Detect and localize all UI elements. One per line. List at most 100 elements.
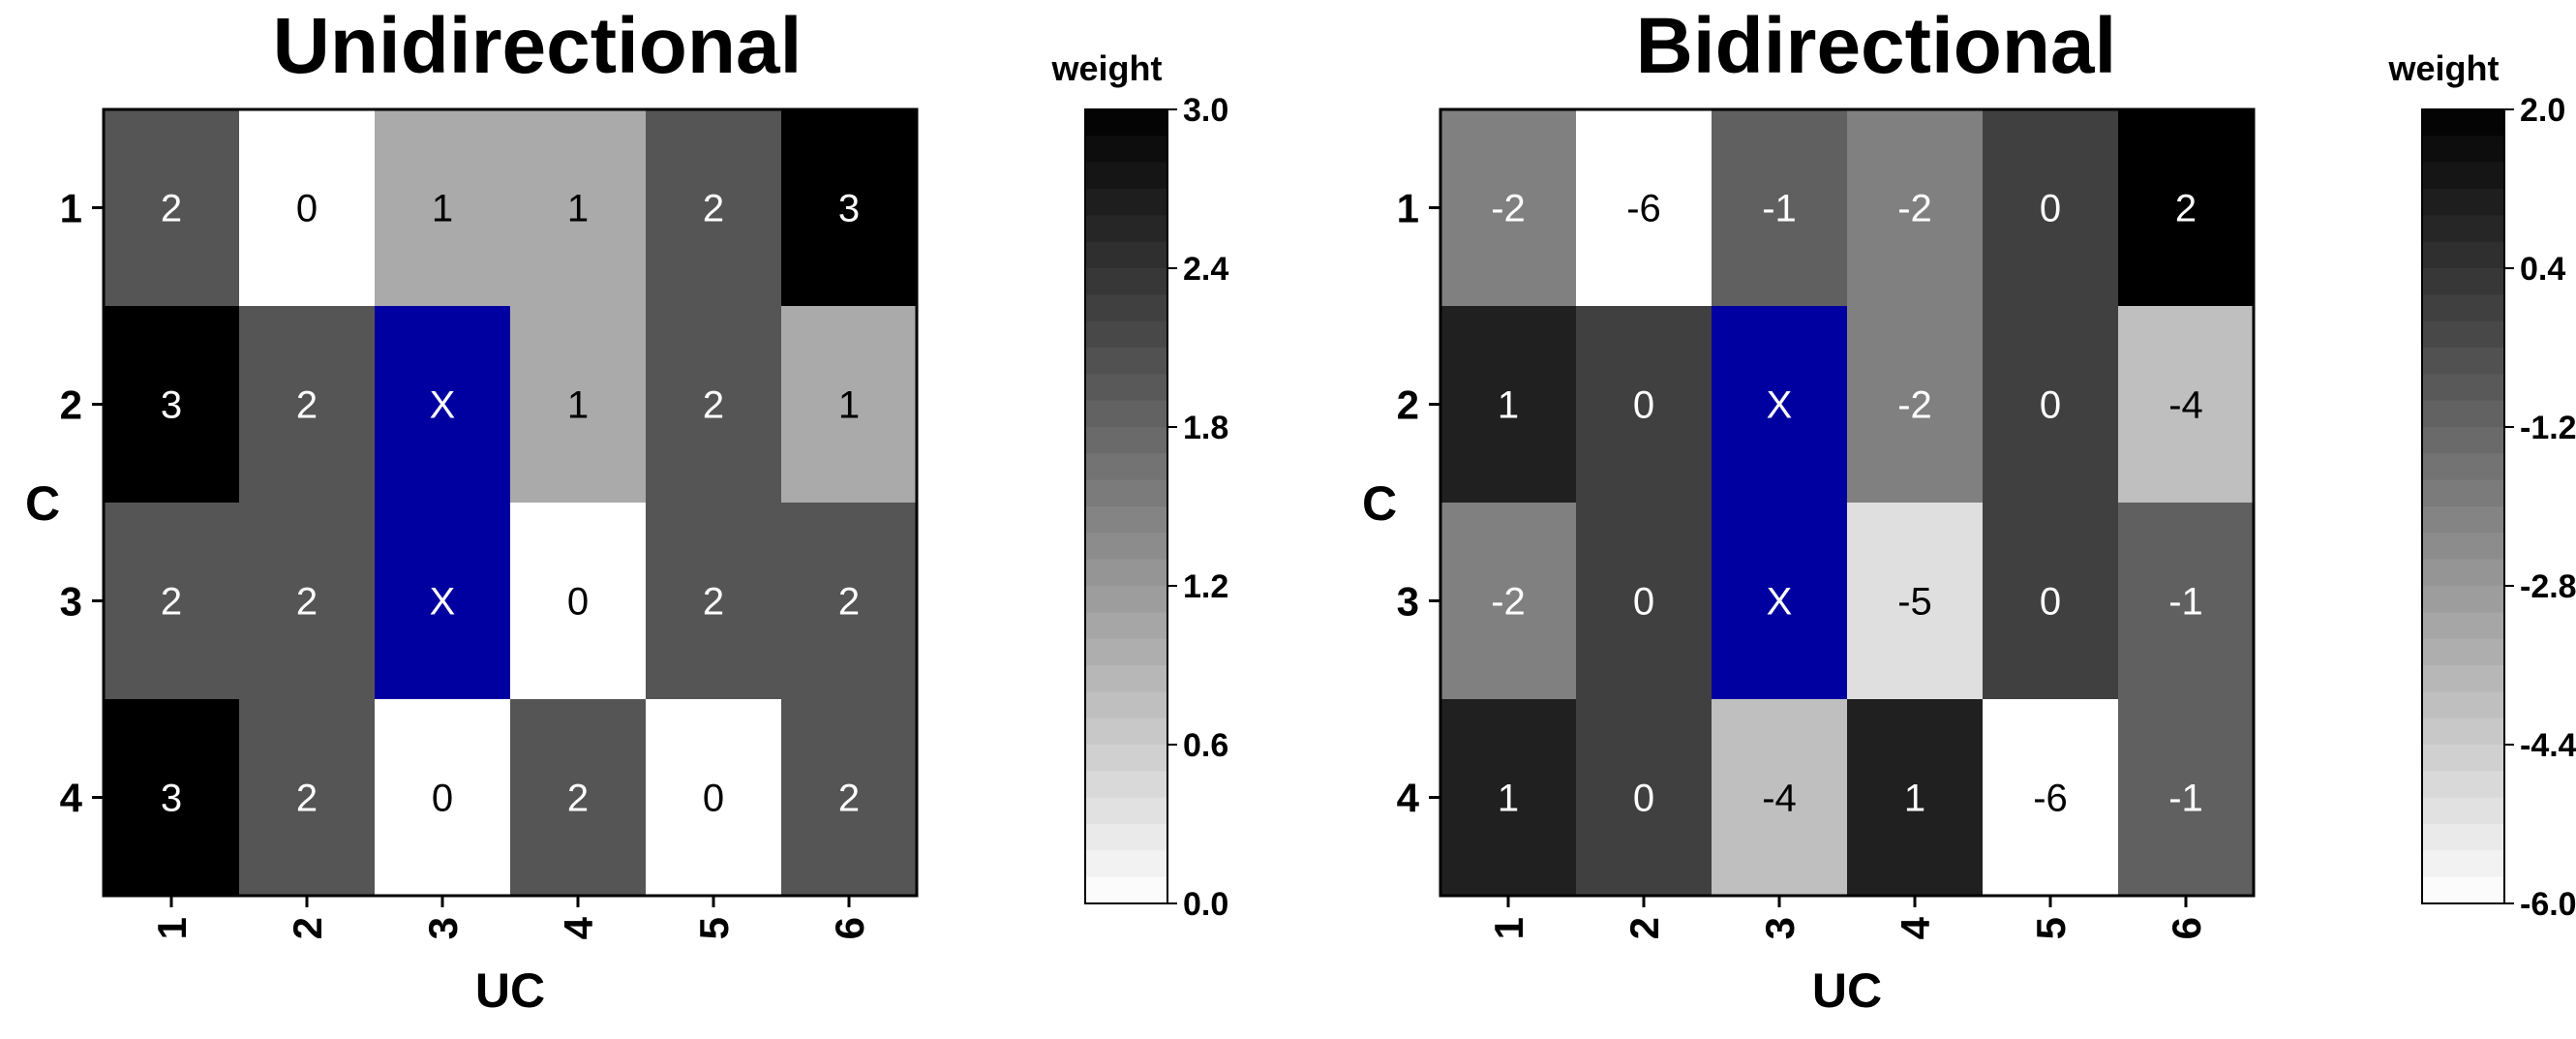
- x-tick-label: 4: [556, 916, 601, 939]
- colorbar-step: [1085, 374, 1167, 402]
- heatmap-cell: [781, 699, 917, 896]
- plot-frame: [1439, 107, 2256, 898]
- colorbar-step: [1085, 797, 1167, 825]
- cell-label: 1: [1498, 778, 1519, 820]
- colorbar-step: [1085, 400, 1167, 428]
- colorbar-step: [1085, 241, 1167, 269]
- colorbar-step: [1085, 136, 1167, 164]
- colorbar-step: [2422, 189, 2504, 216]
- heatmap-cell: [1712, 306, 1847, 503]
- y-axis-label: C: [25, 476, 60, 531]
- cell-label: 0: [567, 581, 589, 624]
- cell-label: 1: [1904, 778, 1925, 820]
- colorbar-tick-label: 0.0: [1183, 886, 1228, 923]
- colorbar-step: [1085, 427, 1167, 454]
- colorbar-step: [2422, 745, 2504, 772]
- x-tick-label: 3: [420, 917, 466, 939]
- heatmap-cell: [1712, 503, 1847, 699]
- colorbar-step: [2422, 665, 2504, 692]
- colorbar-step: [1085, 533, 1167, 561]
- y-tick-label: 4: [1397, 776, 1420, 821]
- heatmap-cell: [104, 699, 239, 896]
- x-tick-label: 3: [1757, 917, 1803, 939]
- cell-label: 3: [161, 384, 182, 427]
- colorbar-step: [1085, 162, 1167, 190]
- colorbar-step: [1085, 638, 1167, 666]
- heatmap-cell: [239, 503, 375, 699]
- x-axis-label: UC: [475, 963, 545, 1018]
- heatmap-cell: [2118, 109, 2254, 306]
- colorbar-step: [1085, 215, 1167, 243]
- heatmap-cell: [646, 699, 781, 896]
- chart-title: Unidirectional: [273, 2, 803, 90]
- colorbar-step: [1085, 453, 1167, 481]
- heatmap-cell: [2118, 503, 2254, 699]
- heatmap-cell: [104, 109, 239, 306]
- heatmap-cell: [239, 306, 375, 503]
- heatmap-cell: [1983, 306, 2118, 503]
- heatmap-cell: [375, 503, 510, 699]
- cell-label: 1: [838, 384, 860, 427]
- heatmap-cell: [1847, 306, 1983, 503]
- cell-label: 2: [838, 581, 860, 624]
- cell-label: 1: [567, 384, 589, 427]
- cell-label: 3: [838, 188, 860, 230]
- colorbar-step: [2422, 136, 2504, 164]
- colorbar-step: [1085, 665, 1167, 692]
- colorbar-step: [2422, 506, 2504, 534]
- colorbar-tick-label: -2.8: [2520, 568, 2576, 605]
- cell-label: 0: [296, 188, 318, 230]
- cell-label: 0: [1633, 581, 1654, 624]
- colorbar-step: [1085, 559, 1167, 587]
- colorbar-frame: [1084, 108, 1168, 904]
- colorbar-step: [2422, 876, 2504, 904]
- cell-label: -6: [1626, 188, 1661, 230]
- colorbar-step: [2422, 268, 2504, 295]
- heatmap-cell: [375, 109, 510, 306]
- cell-label: -1: [2168, 778, 2203, 820]
- y-tick-label: 3: [60, 579, 82, 625]
- y-tick-label: 4: [60, 776, 83, 821]
- colorbar-step: [2422, 453, 2504, 481]
- colorbar-step: [1085, 189, 1167, 216]
- x-tick-label: 2: [285, 917, 330, 939]
- heatmap-cell: [781, 503, 917, 699]
- x-tick-label: 2: [1621, 917, 1667, 939]
- cell-label: 2: [2175, 188, 2197, 230]
- colorbar-step: [2422, 241, 2504, 269]
- heatmap-unidirectional: Unidirectional 2 0 1 1 2 3 3 2 X 1 2 1 2 2 X 0 2 2 3 2 0 2 0 2 1 2…: [25, 2, 1228, 1018]
- colorbar-step: [1085, 479, 1167, 507]
- colorbar-step: [1085, 718, 1167, 746]
- colorbar-step: [1085, 691, 1167, 719]
- cell-label: 1: [567, 188, 589, 230]
- colorbar-step: [1085, 850, 1167, 878]
- cell-label: 2: [838, 778, 860, 820]
- heatmap-cell: [375, 699, 510, 896]
- colorbar-step: [1085, 876, 1167, 904]
- heatmap-cell: [1576, 306, 1712, 503]
- colorbar-step: [2422, 479, 2504, 507]
- heatmap-cell: [646, 503, 781, 699]
- heatmap-cell: [510, 503, 646, 699]
- plot-frame: [102, 107, 919, 898]
- heatmap-cell: [239, 109, 375, 306]
- heatmap-cell: [1983, 699, 2118, 896]
- colorbar-title: weight: [1051, 48, 1163, 88]
- heatmap-cell: [1847, 503, 1983, 699]
- cell-label: -6: [2033, 778, 2068, 820]
- colorbar-step: [1085, 771, 1167, 799]
- colorbar-tick-label: 1.2: [1183, 568, 1228, 605]
- colorbar-step: [2422, 162, 2504, 190]
- heatmap-cell: [1983, 109, 2118, 306]
- cell-label: X: [1767, 581, 1793, 624]
- cell-label: 0: [2040, 581, 2061, 624]
- cell-label: X: [1767, 384, 1793, 427]
- colorbar-step: [1085, 294, 1167, 322]
- colorbar-step: [1085, 745, 1167, 772]
- colorbar-step: [2422, 586, 2504, 613]
- x-tick-label: 5: [691, 917, 737, 939]
- heatmap-cell: [1847, 109, 1983, 306]
- y-tick-label: 2: [60, 382, 82, 428]
- heatmap-cell: [1440, 699, 1576, 896]
- cell-label: 2: [296, 778, 318, 820]
